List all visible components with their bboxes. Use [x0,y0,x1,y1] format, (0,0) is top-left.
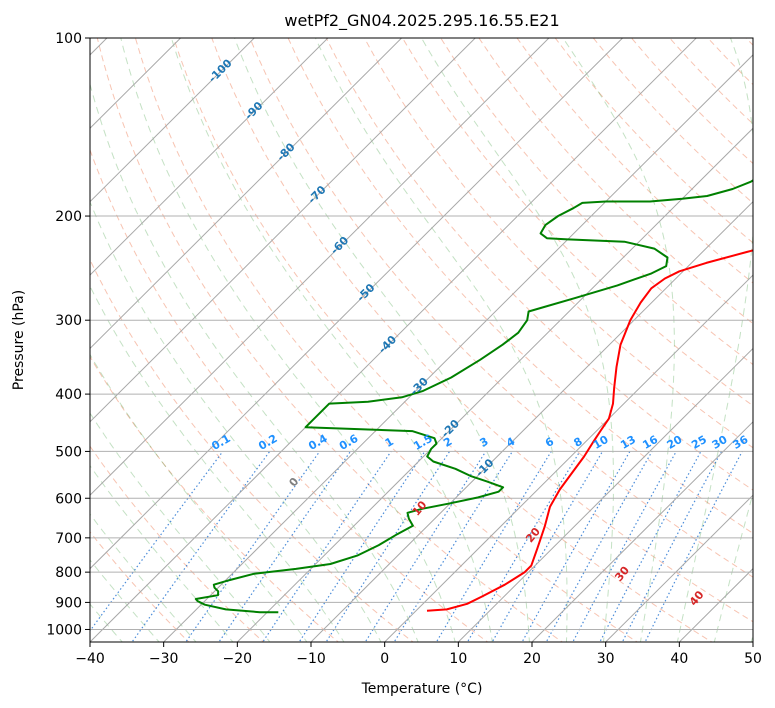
profile-series [194,179,753,614]
moist-adiabat [90,285,345,642]
axes: −40 −30 −20 −10 0 10 20 30 40 50 100 200 300 400 500 60… [46,31,762,667]
y-axis-title: Pressure (hPa) [11,290,27,390]
mixing-ratio-line [185,451,321,642]
y-tick-label: 100 [55,31,82,47]
x-tick-label: −40 [75,651,105,667]
y-tick-label: 700 [55,531,82,547]
mixing-ratio-line [90,451,224,632]
plot-frame [89,37,754,643]
moist-adiabat [90,200,382,642]
moist-adiabat [90,513,197,642]
isotherm-line [90,38,403,350]
x-tick-label: 30 [597,651,615,667]
isotherm-line [162,54,753,642]
x-tick-label: 40 [670,651,688,667]
mixing-ratio-line [218,451,351,642]
mixing-ratio-line [599,451,702,642]
mixing-ratio-line [298,451,426,642]
moist-adiabat [90,353,308,642]
x-tick-label: 0 [380,651,389,667]
y-tick-label: 900 [55,595,82,611]
mixing-ratio-line [393,451,513,642]
dry-adiabat [325,38,753,491]
x-tick-label: 50 [744,651,762,667]
isotherm-line [90,38,624,570]
isotherm-line [90,38,476,423]
temperature-line [426,249,753,612]
moist-adiabat [90,412,271,642]
moist-adiabat [120,38,456,642]
y-tick-label: 400 [55,387,82,403]
y-tick-label: 1000 [46,622,82,638]
x-tick-label: −30 [149,651,179,667]
isotherm-line [531,421,753,642]
mixing-ratio-line [621,451,722,642]
x-tick-label: 10 [449,651,467,667]
mixing-ratio-line [325,451,451,642]
dry-adiabat [440,38,753,366]
isotherm-line [90,38,697,642]
isotherm-line [236,127,753,642]
moist-adiabat [90,464,234,642]
y-tick-label: 600 [55,491,82,507]
chart-title: wetPf2_GN04.2025.295.16.55.E21 [284,11,559,31]
moist-adiabat [90,559,160,642]
mixing-ratio-line [262,451,392,642]
x-tick-label: −10 [296,651,326,667]
isotherm-line [310,200,753,642]
isotherm-line [604,494,753,642]
y-tick-label: 500 [55,444,82,460]
dry-adiabat [478,38,753,325]
mixing-ratio-line [572,451,677,642]
x-tick-label: 20 [523,651,541,667]
isotherm-line [90,38,550,496]
dry-adiabat [249,38,753,578]
y-tick-label: 300 [55,313,82,329]
x-axis-title: Temperature (°C) [361,681,483,697]
isotherm-line [457,347,753,642]
mixing-ratio-line [466,451,581,642]
dry-adiabat [287,38,753,534]
y-tick-label: 200 [55,209,82,225]
dry-adiabat [90,258,414,642]
isotherm-line [90,38,255,203]
isotherm-line [90,38,329,276]
dewpoint-line [194,179,753,614]
isotherm-line [383,274,753,642]
mixing-ratio-line [131,451,271,642]
dry-adiabat [402,38,753,407]
x-tick-label: −20 [223,651,253,667]
y-tick-label: 800 [55,565,82,581]
